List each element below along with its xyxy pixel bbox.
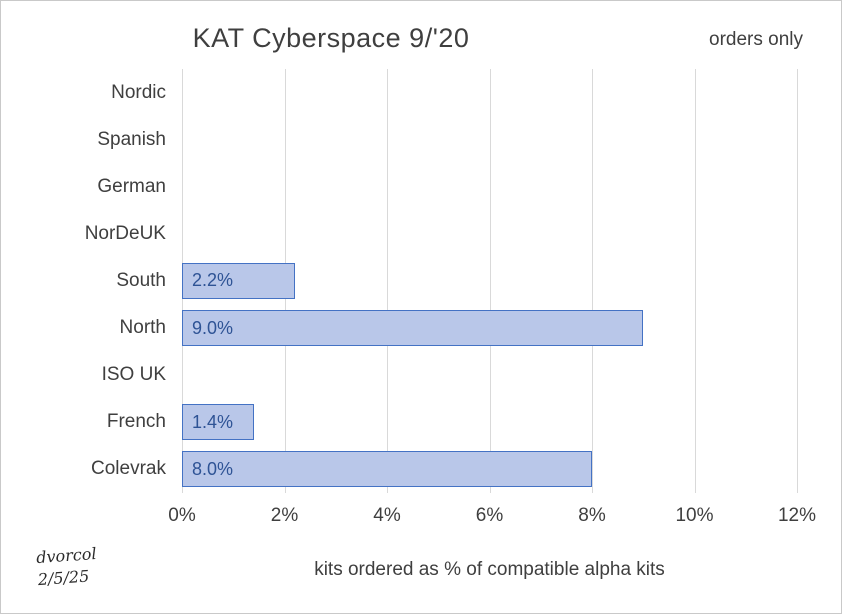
bar-data-label: 9.0% [192, 317, 234, 338]
gridline [592, 69, 593, 493]
bar: 8.0% [182, 451, 592, 488]
bar-data-label: 8.0% [192, 458, 234, 479]
gridline [489, 69, 491, 493]
signature-date: 2/5/25 [37, 566, 90, 589]
x-tick-label: 8% [578, 505, 606, 526]
bar-row [182, 210, 797, 257]
gridline [387, 69, 388, 493]
y-axis-category-labels: Nordic Spanish German NorDeUK South North ISO … [1, 69, 166, 493]
bar: 9.0% [182, 310, 644, 347]
x-axis-title: kits ordered as % of compatible alpha ki… [314, 559, 665, 580]
plot-area: 2.2% 9.0% 1.4% 8.0% [182, 69, 798, 493]
bar-row [182, 352, 797, 399]
x-tick-label: 10% [675, 505, 714, 526]
bar-data-label: 2.2% [192, 270, 234, 291]
x-tick-label: 4% [373, 505, 401, 526]
category-label: French [106, 411, 166, 433]
category-label: South [116, 269, 166, 291]
bar-rows: 2.2% 9.0% 1.4% 8.0% [182, 69, 797, 493]
bar-row: 2.2% [182, 257, 797, 304]
author-signature: dvorcol 2/5/25 [36, 543, 99, 590]
gridline [797, 69, 798, 493]
category-label: German [97, 175, 166, 197]
chart-subtitle: orders only [709, 29, 803, 50]
category-label: ISO UK [101, 364, 166, 386]
category-label: Nordic [111, 81, 166, 103]
x-tick-label: 2% [270, 505, 299, 526]
bar-row: 1.4% [182, 399, 797, 446]
bar-row: 9.0% [182, 305, 797, 352]
x-tick-label: 12% [777, 505, 817, 526]
bar-data-label: 1.4% [192, 411, 234, 432]
gridline [694, 69, 696, 493]
x-tick-label: 0% [168, 505, 196, 526]
category-label: North [119, 317, 166, 339]
bar: 2.2% [182, 262, 295, 299]
bar-row [182, 116, 797, 163]
x-axis-tick-labels: 0% 2% 4% 6% 8% 10% 12% [168, 505, 816, 531]
bar-row [182, 163, 797, 210]
category-label: Colevrak [91, 458, 166, 480]
category-label: Spanish [97, 128, 166, 150]
category-label: NorDeUK [84, 222, 166, 244]
bar-row [182, 69, 797, 116]
x-tick-label: 6% [475, 505, 504, 526]
bar: 1.4% [182, 404, 254, 441]
bar-row: 8.0% [182, 446, 797, 493]
chart-title: KAT Cyberspace 9/'20 [192, 23, 470, 53]
